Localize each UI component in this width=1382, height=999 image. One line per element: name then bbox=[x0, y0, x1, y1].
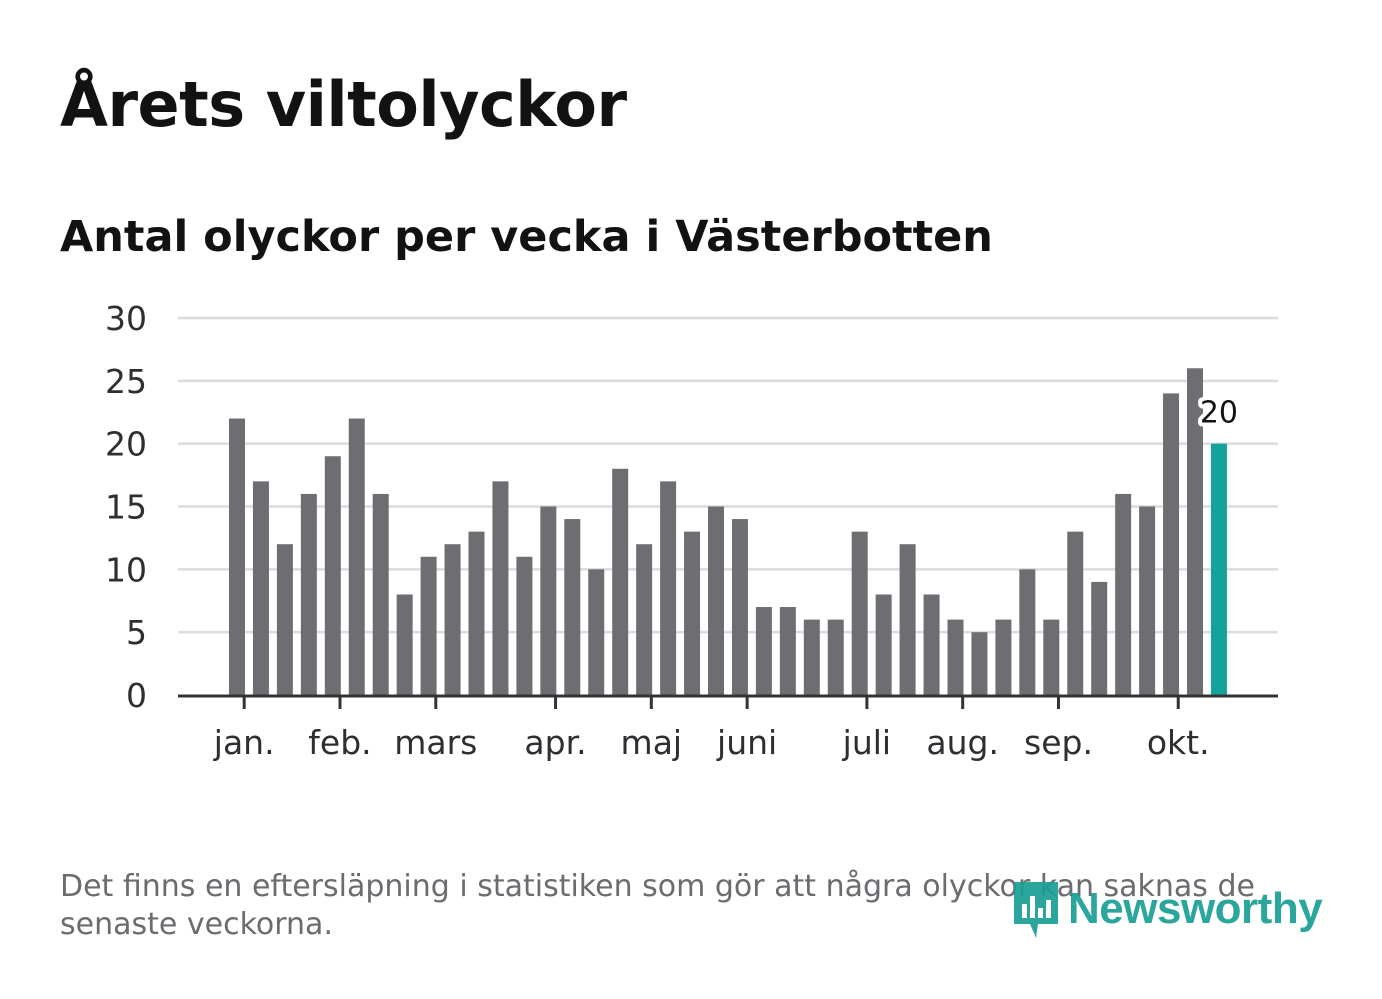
bar bbox=[899, 544, 916, 695]
bar bbox=[324, 456, 341, 695]
bar bbox=[875, 594, 892, 695]
bar bbox=[827, 619, 844, 695]
chart-title: Årets viltolyckor bbox=[60, 68, 627, 141]
data-labels: 20 bbox=[1196, 392, 1242, 435]
bar bbox=[444, 544, 461, 695]
y-tick-label: 20 bbox=[105, 425, 147, 464]
bar bbox=[420, 556, 437, 695]
bar bbox=[684, 531, 701, 695]
x-tick-label: aug. bbox=[926, 723, 999, 762]
bar bbox=[708, 506, 724, 695]
bar-highlight bbox=[1210, 443, 1227, 695]
x-tick-label: feb. bbox=[308, 723, 371, 762]
y-tick-label: 25 bbox=[105, 362, 147, 401]
bar bbox=[348, 418, 365, 695]
x-tick-label: juni bbox=[716, 723, 777, 762]
bar bbox=[923, 594, 940, 695]
x-tick-label: sep. bbox=[1024, 723, 1093, 762]
logo-text: Newsworthy bbox=[1068, 884, 1323, 933]
y-tick-label: 5 bbox=[126, 613, 147, 652]
bar bbox=[731, 519, 748, 695]
y-axis-ticks: 0 5 10 15 20 25 30 bbox=[105, 299, 147, 715]
bar bbox=[803, 619, 820, 695]
y-tick-label: 30 bbox=[105, 299, 147, 338]
data-label-latest: 20 bbox=[1200, 396, 1238, 431]
bar bbox=[396, 594, 413, 695]
bar bbox=[851, 531, 868, 695]
bar bbox=[516, 556, 533, 695]
bar bbox=[300, 493, 317, 695]
bar bbox=[947, 619, 964, 695]
gridlines bbox=[178, 316, 1278, 634]
x-tick-label: okt. bbox=[1147, 723, 1210, 762]
bar bbox=[1067, 531, 1084, 695]
bar bbox=[1115, 493, 1132, 695]
x-tick-label: maj bbox=[621, 723, 683, 762]
bar bbox=[1163, 393, 1180, 695]
bar bbox=[1139, 506, 1156, 695]
bar bbox=[612, 468, 629, 695]
bar bbox=[229, 418, 245, 695]
bar bbox=[276, 544, 293, 695]
bar bbox=[564, 519, 581, 695]
bar bbox=[779, 607, 796, 695]
bar bbox=[492, 481, 509, 695]
bar bbox=[468, 531, 485, 695]
y-tick-label: 15 bbox=[105, 488, 147, 527]
x-tick-label: apr. bbox=[524, 723, 586, 762]
bar bbox=[995, 619, 1012, 695]
bar bbox=[252, 481, 269, 695]
x-tick-label: jan. bbox=[213, 723, 275, 762]
bar bbox=[1043, 619, 1060, 695]
y-tick-label: 10 bbox=[105, 550, 147, 589]
bar bbox=[1187, 368, 1203, 695]
bar bbox=[372, 493, 389, 695]
bar bbox=[540, 506, 557, 695]
bar bbox=[588, 569, 605, 695]
y-tick-label: 0 bbox=[126, 676, 147, 715]
x-axis: jan. feb. mars apr. maj juni juli aug. sep. okt. bbox=[178, 694, 1278, 762]
bar bbox=[755, 607, 772, 695]
newsworthy-logo: Newsworthy bbox=[1010, 878, 1323, 940]
bar bbox=[1091, 581, 1108, 695]
bar bbox=[636, 544, 653, 695]
bar bbox=[1019, 569, 1036, 695]
x-tick-label: mars bbox=[394, 723, 477, 762]
bar-chart: 0 5 10 15 20 25 30 jan. feb. mars apr. maj juni juli… bbox=[105, 299, 1278, 762]
bar bbox=[660, 481, 677, 695]
chart-subtitle: Antal olyckor per vecka i Västerbotten bbox=[60, 212, 993, 262]
bar bbox=[971, 632, 988, 695]
x-tick-label: juli bbox=[842, 723, 891, 762]
bars bbox=[229, 368, 1227, 695]
newsworthy-chart-icon bbox=[1014, 882, 1058, 938]
